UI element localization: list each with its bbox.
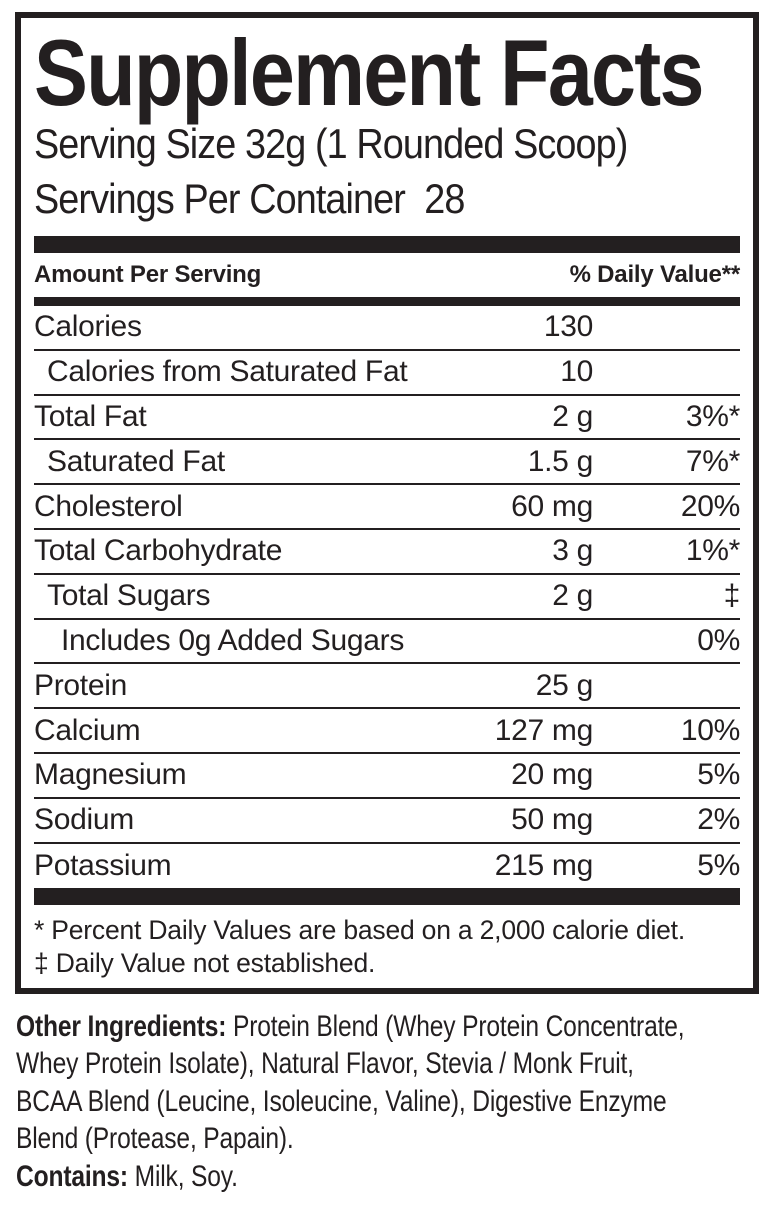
nutrient-name: Protein xyxy=(34,668,127,702)
nutrient-row-total-carbohydrate: Total Carbohydrate 3 g 1%* xyxy=(34,530,740,575)
nutrient-dv: 5% xyxy=(697,848,740,882)
divider-bar-bottom xyxy=(34,888,740,906)
nutrient-name: Cholesterol xyxy=(34,489,183,523)
nutrient-amount: 127 mg xyxy=(494,713,594,747)
nutrient-name: Calcium xyxy=(34,713,141,747)
nutrient-row-protein: Protein 25 g xyxy=(34,664,740,710)
nutrient-row-magnesium: Magnesium 20 mg 5% xyxy=(34,754,740,799)
servings-per-container-line: Servings Per Container 28 xyxy=(34,175,465,222)
nutrient-name: Potassium xyxy=(34,848,172,882)
nutrient-name: Calories from Saturated Fat xyxy=(47,355,408,389)
nutrient-name: Total Fat xyxy=(34,399,147,433)
nutrient-name: Saturated Fat xyxy=(47,444,225,478)
nutrient-row-total-sugars: Total Sugars 2 g ‡ xyxy=(34,575,740,620)
nutrient-row-potassium: Potassium 215 mg 5% xyxy=(34,844,740,889)
nutrient-table: Calories 130 Calories from Saturated Fat… xyxy=(34,306,740,888)
column-header-row: Amount Per Serving % Daily Value** xyxy=(34,253,740,297)
nutrient-amount: 3 g xyxy=(552,534,593,568)
daily-value-header: % Daily Value** xyxy=(569,261,741,288)
nutrient-amount: 60 mg xyxy=(511,489,593,523)
nutrient-dv: 1%* xyxy=(685,534,740,568)
nutrient-amount: 215 mg xyxy=(494,848,594,882)
footnote-daily-value-not-established: ‡ Daily Value not established. xyxy=(34,947,376,978)
nutrient-dv: 5% xyxy=(697,758,740,792)
nutrient-amount: 10 xyxy=(560,355,593,389)
nutrient-row-saturated-fat: Saturated Fat 1.5 g 7%* xyxy=(34,440,740,486)
nutrient-dv: 10% xyxy=(680,713,740,747)
nutrient-row-calories-from-saturated-fat: Calories from Saturated Fat 10 xyxy=(34,351,740,396)
nutrient-amount: 1.5 g xyxy=(527,444,594,478)
nutrient-dv: 2% xyxy=(697,803,740,837)
nutrient-row-calcium: Calcium 127 mg 10% xyxy=(34,709,740,754)
other-ingredients-line-4: Blend (Protease, Papain). xyxy=(16,1122,294,1156)
nutrient-dv: 20% xyxy=(680,489,740,523)
nutrient-name: Calories xyxy=(34,310,142,344)
nutrient-dv: 7%* xyxy=(685,444,740,478)
contains-label: Contains: xyxy=(16,1159,128,1193)
nutrient-row-sodium: Sodium 50 mg 2% xyxy=(34,799,740,844)
nutrient-row-calories: Calories 130 xyxy=(34,306,740,351)
serving-size-line: Serving Size 32g (1 Rounded Scoop) xyxy=(34,120,628,167)
nutrient-name: Magnesium xyxy=(34,758,187,792)
other-ingredients-line-2: Whey Protein Isolate), Natural Flavor, S… xyxy=(16,1047,634,1081)
nutrient-dv: 0% xyxy=(697,623,740,657)
nutrient-amount: 2 g xyxy=(552,579,593,613)
other-ingredients-section: Other Ingredients: Protein Blend (Whey P… xyxy=(16,1008,770,1195)
nutrient-name: Total Sugars xyxy=(47,579,211,613)
nutrient-amount: 2 g xyxy=(552,399,593,433)
nutrient-amount: 130 xyxy=(543,310,593,344)
divider-bar-header xyxy=(34,297,740,306)
supplement-facts-panel: Supplement Facts Serving Size 32g (1 Rou… xyxy=(15,12,759,994)
panel-title: Supplement Facts xyxy=(34,20,704,125)
contains-line: Contains: Milk, Soy. xyxy=(16,1158,770,1195)
nutrient-amount: 50 mg xyxy=(511,803,593,837)
nutrient-name: Includes 0g Added Sugars xyxy=(61,623,405,657)
contains-text: Milk, Soy. xyxy=(127,1159,238,1193)
nutrient-row-total-fat: Total Fat 2 g 3%* xyxy=(34,396,740,441)
other-ingredients-label: Other Ingredients: xyxy=(16,1010,227,1043)
nutrient-name: Sodium xyxy=(34,803,134,837)
nutrient-dv: ‡ xyxy=(723,579,741,613)
nutrient-dv: 3%* xyxy=(685,399,740,433)
other-ingredients-text: Protein Blend (Whey Protein Concentrate, xyxy=(226,1010,685,1043)
nutrient-amount: 25 g xyxy=(535,668,594,702)
other-ingredients-line-1: Other Ingredients: Protein Blend (Whey P… xyxy=(16,1008,770,1045)
nutrient-row-cholesterol: Cholesterol 60 mg 20% xyxy=(34,485,740,530)
divider-bar-top xyxy=(34,236,740,253)
nutrient-row-added-sugars: Includes 0g Added Sugars 0% xyxy=(34,620,740,665)
other-ingredients-line-3: BCAA Blend (Leucine, Isoleucine, Valine)… xyxy=(16,1084,667,1118)
footnotes: * Percent Daily Values are based on a 2,… xyxy=(34,914,740,979)
nutrient-name: Total Carbohydrate xyxy=(34,534,283,568)
footnote-percent-daily-values: * Percent Daily Values are based on a 2,… xyxy=(34,915,686,946)
amount-per-serving-header: Amount Per Serving xyxy=(34,261,262,288)
nutrient-amount: 20 mg xyxy=(511,758,593,792)
